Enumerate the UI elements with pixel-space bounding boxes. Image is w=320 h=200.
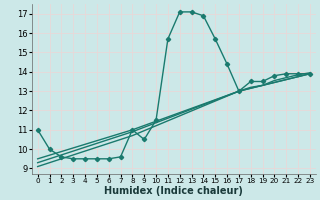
X-axis label: Humidex (Indice chaleur): Humidex (Indice chaleur): [104, 186, 243, 196]
